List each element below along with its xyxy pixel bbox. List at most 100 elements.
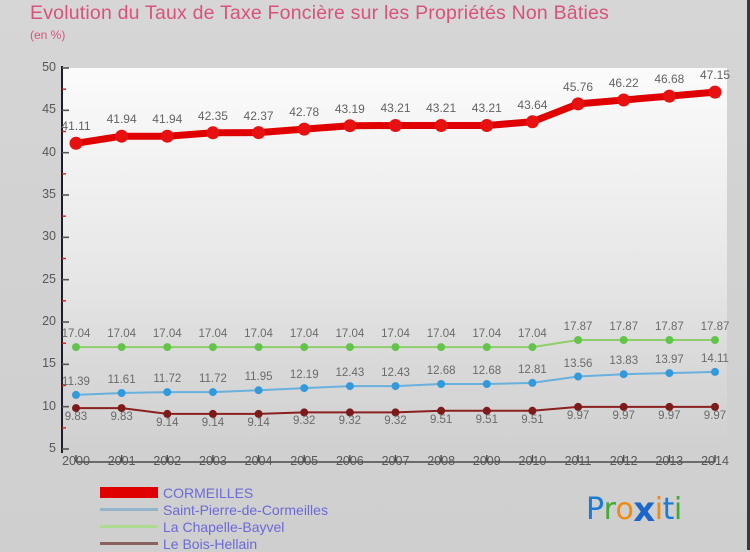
- data-point-label: 17.87: [700, 321, 730, 334]
- series-point: [619, 336, 628, 344]
- data-point-label: 47.15: [699, 68, 731, 83]
- legend-item-label: La Chapelle-Bayvel: [163, 518, 285, 535]
- title-block: Evolution du Taux de Taxe Foncière sur l…: [30, 2, 730, 42]
- series-point: [117, 389, 126, 397]
- series-point: [254, 386, 263, 395]
- legend-color-swatch: [100, 487, 158, 498]
- data-point-label: 12.19: [289, 369, 319, 382]
- data-point-label: 9.32: [338, 415, 362, 428]
- series-point: [117, 404, 126, 413]
- series-point: [72, 404, 80, 413]
- series-point: [617, 93, 631, 107]
- data-point-label: 9.97: [658, 409, 681, 422]
- data-point-label: 9.51: [429, 413, 453, 426]
- data-point-label: 9.83: [64, 411, 88, 424]
- data-point-label: 43.64: [517, 97, 548, 112]
- legend-item[interactable]: Le Bois-Hellain: [100, 535, 520, 552]
- legend-item[interactable]: CORMEILLES: [100, 484, 520, 501]
- series-point: [574, 402, 583, 411]
- x-axis-tick-label: 2004: [244, 454, 273, 468]
- data-point-label: 9.32: [293, 415, 316, 428]
- series-point: [434, 119, 448, 132]
- logo-letter: t: [662, 492, 675, 527]
- data-point-label: 17.87: [609, 321, 639, 334]
- legend-item[interactable]: Saint-Pierre-de-Cormeilles: [100, 501, 520, 518]
- data-point-label: 43.21: [471, 101, 502, 116]
- data-point-label: 17.87: [654, 321, 684, 334]
- series-point: [665, 369, 674, 378]
- data-point-label: 43.21: [380, 101, 411, 116]
- chart-subtitle: (en %): [30, 28, 66, 42]
- series-point: [206, 126, 220, 140]
- data-point-label: 12.43: [381, 367, 410, 380]
- series-point: [343, 119, 357, 133]
- series-point: [528, 406, 537, 415]
- data-point-label: 9.97: [566, 409, 590, 422]
- data-point-label: 9.14: [247, 416, 270, 429]
- y-axis-tick-label: 25: [42, 271, 56, 286]
- data-point-label: 12.81: [518, 363, 547, 376]
- x-axis-tick-label: 2006: [335, 454, 364, 468]
- series-point: [437, 406, 446, 415]
- data-point-label: 17.87: [563, 321, 593, 334]
- data-point-label: 9.14: [156, 416, 179, 429]
- series-point: [574, 372, 583, 381]
- data-point-label: 17.04: [381, 328, 410, 341]
- data-point-label: 43.19: [334, 101, 365, 116]
- legend-item-label: Saint-Pierre-de-Cormeilles: [163, 501, 328, 518]
- y-axis-tick-label: 15: [42, 356, 56, 371]
- data-point-label: 11.72: [153, 373, 182, 386]
- y-axis-tick-label: 45: [42, 102, 56, 117]
- series-point: [437, 380, 446, 388]
- series-point: [345, 382, 354, 391]
- page-title: Evolution du Taux de Taxe Foncière sur l…: [30, 2, 609, 24]
- data-point-label: 17.04: [198, 328, 228, 341]
- series-point: [574, 336, 583, 344]
- data-point-label: 9.32: [384, 415, 407, 428]
- data-point-label: 11.72: [198, 373, 227, 386]
- series-point: [345, 343, 354, 352]
- legend-item-label: Le Bois-Hellain: [163, 535, 258, 552]
- plot-area: [62, 68, 727, 449]
- y-axis-tick-label: 40: [42, 144, 56, 159]
- data-point-label: 13.56: [563, 357, 593, 370]
- data-point-label: 41.94: [152, 112, 183, 127]
- series-point: [208, 388, 217, 397]
- x-axis-tick-label: 2002: [153, 454, 182, 468]
- data-point-label: 13.83: [609, 355, 639, 368]
- data-point-label: 11.61: [107, 374, 136, 387]
- series-point: [665, 336, 674, 344]
- series-point: [163, 343, 172, 352]
- series-point: [525, 115, 539, 129]
- series-point: [711, 336, 719, 344]
- data-point-label: 45.76: [563, 79, 594, 94]
- series-point: [163, 409, 172, 418]
- series-point: [711, 402, 719, 411]
- data-point-label: 11.39: [62, 375, 90, 388]
- logo-x-mark: x: [633, 490, 655, 530]
- x-axis-tick-label: 2008: [427, 454, 456, 468]
- series-point: [208, 343, 217, 352]
- series-point: [571, 97, 585, 111]
- data-point-label: 17.04: [244, 328, 273, 341]
- legend-item-label: CORMEILLES: [163, 484, 254, 501]
- legend-item[interactable]: La Chapelle-Bayvel: [100, 518, 520, 535]
- proxiti-logo[interactable]: Proxiti: [586, 488, 682, 530]
- x-axis-tick-label: 2012: [609, 454, 638, 468]
- x-axis-tick-label: 2000: [62, 454, 90, 468]
- series-point: [300, 384, 309, 393]
- series-point: [480, 119, 494, 132]
- series-point: [115, 129, 129, 143]
- x-axis-tick-label: 2013: [655, 454, 684, 468]
- series-canvas: [69, 85, 722, 418]
- data-point-label: 13.97: [654, 354, 684, 367]
- data-point-label: 9.51: [521, 413, 544, 426]
- series-point: [72, 343, 80, 352]
- x-axis-tick-label: 2007: [381, 454, 410, 468]
- series-point: [254, 343, 263, 352]
- series-point: [482, 406, 491, 415]
- series-point: [117, 343, 126, 352]
- x-axis-tick-label: 2005: [290, 454, 319, 468]
- logo-letter: o: [615, 492, 634, 527]
- series-point: [297, 122, 311, 136]
